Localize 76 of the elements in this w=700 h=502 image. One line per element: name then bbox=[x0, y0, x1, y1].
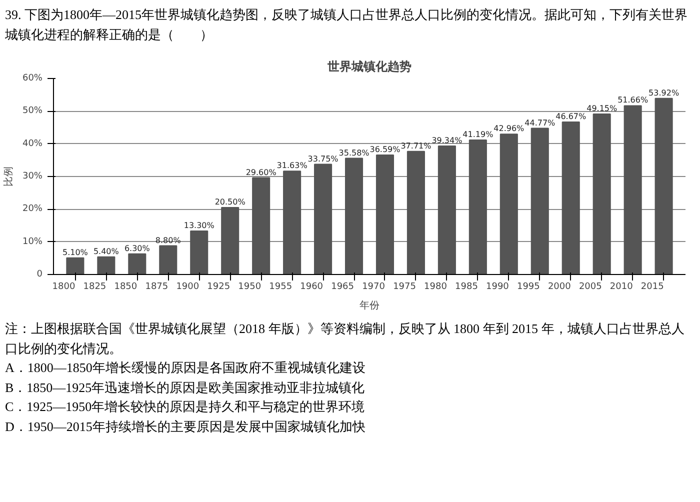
bar bbox=[406, 150, 425, 274]
x-tick-label: 2005 bbox=[578, 282, 602, 292]
bar bbox=[500, 134, 518, 274]
x-tick-label: 1955 bbox=[269, 282, 292, 292]
data-label: 46.67% bbox=[556, 112, 587, 122]
y-axis-title: 比例 bbox=[2, 166, 14, 186]
data-label: 44.77% bbox=[524, 118, 556, 128]
bar bbox=[66, 257, 84, 274]
data-label: 42.96% bbox=[494, 124, 525, 134]
bar bbox=[438, 145, 456, 274]
x-tick-label: 1995 bbox=[516, 282, 540, 292]
x-tick-label: 1825 bbox=[83, 282, 106, 292]
x-tick-label: 1875 bbox=[145, 282, 168, 292]
data-label: 5.40% bbox=[93, 246, 120, 256]
y-tick-label: 60% bbox=[22, 74, 43, 84]
data-label: 33.75% bbox=[308, 154, 339, 164]
bar bbox=[530, 128, 549, 274]
bar bbox=[221, 207, 240, 274]
x-tick-label: 1965 bbox=[331, 282, 354, 292]
text: D．1950—2015年持续增长的主要原因是发展中国家城镇化加快 bbox=[5, 418, 366, 434]
bar bbox=[654, 98, 673, 274]
bar bbox=[562, 122, 580, 274]
data-label: 39.34% bbox=[432, 136, 463, 145]
data-label: 31.63% bbox=[276, 161, 308, 170]
data-label: 36.59% bbox=[370, 144, 401, 154]
bar bbox=[376, 154, 394, 274]
y-tick-label: 10% bbox=[22, 236, 43, 247]
data-label: 41.19% bbox=[462, 130, 494, 139]
y-tick-label: 50% bbox=[22, 106, 43, 116]
bar bbox=[252, 177, 270, 274]
x-tick-label: 2010 bbox=[610, 282, 634, 292]
x-tick-label: 1950 bbox=[238, 282, 262, 292]
x-tick-label: 1925 bbox=[207, 282, 230, 292]
bar bbox=[592, 113, 611, 274]
text: 39. 下图为1800年—2015年世界城镇化趋势图，反映了城镇人口占世界总人口比例的变化情况。据此可知，下列有关世界城镇化进程的解释正确的是（ ） bbox=[5, 6, 688, 44]
data-label: 29.60% bbox=[246, 168, 277, 177]
text: B．1850—1925年迅速增长的原因是欧美国家推动亚非拉城镇化 bbox=[5, 380, 365, 394]
text: A．1800—1850年增长缓慢的原因是各国政府不重视城镇化建设 bbox=[5, 360, 366, 375]
x-tick-label: 1960 bbox=[300, 282, 324, 292]
bar bbox=[190, 230, 208, 274]
bar bbox=[283, 170, 302, 274]
data-label: 8.80% bbox=[155, 236, 182, 245]
bar bbox=[344, 158, 364, 274]
x-axis-title: 年份 bbox=[360, 300, 380, 312]
x-tick-label: 1850 bbox=[114, 282, 138, 292]
text: 注：上图根据联合国《世界城镇化展望（2018 年版）》等资料编制，反映了从 1800 年到 2015 年，城镇人口占世界总人口比例的变化情况。 bbox=[5, 321, 684, 356]
x-tick-label: 2000 bbox=[548, 282, 572, 292]
data-label: 35.58% bbox=[338, 148, 370, 158]
y-tick-label: 30% bbox=[22, 172, 43, 182]
data-label: 49.15% bbox=[586, 104, 618, 113]
y-tick-label: 40% bbox=[22, 138, 43, 149]
text: C．1925—1950年增长较快的原因是持久和平与稳定的世界环境 bbox=[5, 399, 365, 414]
x-tick-label: 2015 bbox=[640, 282, 664, 292]
x-tick-label: 1980 bbox=[424, 282, 448, 292]
bar bbox=[468, 139, 487, 274]
x-tick-label: 1800 bbox=[52, 282, 76, 292]
data-label: 6.30% bbox=[124, 244, 150, 253]
bar bbox=[159, 245, 178, 274]
y-tick-label: 20% bbox=[22, 204, 43, 214]
y-tick-label: 0 bbox=[36, 270, 43, 280]
bar bbox=[97, 256, 116, 274]
data-label: 13.30% bbox=[184, 221, 215, 230]
x-tick-label: 1900 bbox=[176, 282, 200, 292]
bar bbox=[128, 253, 146, 274]
data-label: 53.92% bbox=[648, 88, 680, 98]
data-label: 20.50% bbox=[214, 198, 246, 207]
data-label: 5.10% bbox=[62, 248, 88, 257]
x-tick-label: 1990 bbox=[486, 282, 510, 292]
bar bbox=[624, 105, 642, 274]
bar bbox=[314, 164, 332, 274]
x-tick-label: 1975 bbox=[393, 282, 416, 292]
chart-title: 世界城镇化趋势 bbox=[326, 60, 412, 74]
data-label: 51.66% bbox=[618, 96, 648, 105]
x-tick-label: 1985 bbox=[455, 282, 478, 292]
data-label: 37.71% bbox=[400, 141, 432, 150]
x-tick-label: 1970 bbox=[362, 282, 386, 292]
